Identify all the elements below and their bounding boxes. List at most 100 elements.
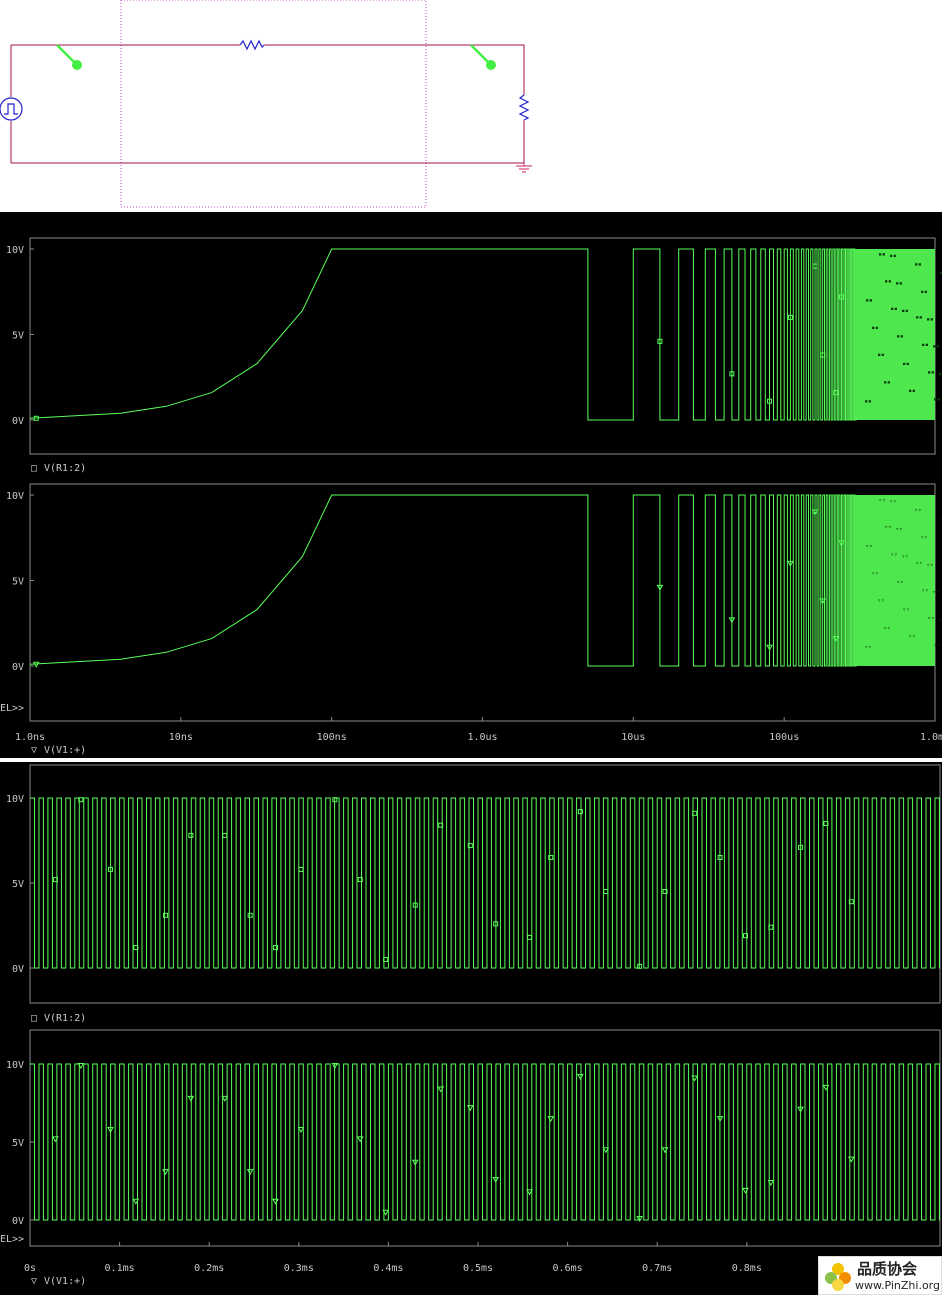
y-tick-label: 10V [6,1060,24,1071]
x-tick-label: 0.7ms [642,1263,672,1274]
trace-marker [78,797,84,803]
trace-marker [657,338,663,344]
x-tick-label: 0.1ms [105,1263,135,1274]
trace-marker: ▿▿ [921,587,928,594]
y-tick-label: 0V [12,662,24,673]
trace-marker [833,390,839,396]
watermark-logo: 品质协会 www.PinZhi.org [818,1256,942,1295]
trace-marker [527,934,533,940]
trace-marker: ▪▪ [932,343,939,350]
trace-marker [77,1063,85,1070]
trace-marker: ▿▿ [939,516,942,523]
voltage-probe-icon[interactable] [470,44,496,70]
trace-marker [728,617,736,624]
trace-marker [822,1084,830,1091]
plot-panel-top[interactable]: 0V 5V 10V ▪▪ ▪▪ ▪ ▪ ▪▪ ▪▪ ▪▪ ▪▪ ▪▪ ▪▪ ▪▪ ▪▪ ▪▪ ▪▪ ▪▪ ▪▪ ▪▪ ▪… [6,237,942,455]
trace-marker: ▿▿ [865,543,872,550]
resistor-icon[interactable] [518,94,530,121]
trace-marker: ▿▿ [864,644,871,651]
trace-marker [787,314,793,320]
trace-marker: ▿▿ [896,579,903,586]
trace-marker: ▪▪ [915,314,922,321]
trace-marker: ▿▿ [927,615,934,622]
trace-marker: ▪▪ [920,288,927,295]
voltage-probe-icon[interactable] [56,44,82,70]
trace-marker [107,1127,114,1134]
x-tick-label: 100ns [317,732,347,743]
x-tick-label: 0.3ms [284,1263,314,1274]
x-axis: 0s 0.1ms 0.2ms 0.3ms 0.4ms 0.5ms 0.6ms 0.7ms 0.8… [24,1242,762,1274]
trace-marker: ▪▪ [933,396,940,403]
plot-panel-top[interactable]: 0V 5V 10V [6,764,941,1004]
trace-marker [107,866,113,872]
trace-marker: ▿▿ [877,598,884,605]
trace-marker [838,540,845,547]
trace-marker: ▿▿ [890,552,897,559]
trace-marker: ▿▿ [883,625,890,632]
trace-marker: ▿▿ [933,642,940,649]
trace-marker [819,598,827,605]
legend-label: V(V1:+) [44,1276,86,1287]
trace-marker: ▪▪ [884,278,891,285]
trace-marker [466,1105,474,1112]
trace-marker [691,1075,699,1082]
trace-marker: ▪▪ [878,251,885,258]
trace-marker: ▪▪ [896,333,903,340]
legend-label: V(R1:2) [44,1013,86,1024]
trace-v-v1- [29,494,857,667]
trace-marker [467,843,473,849]
watermark-title: 品质协会 [857,1260,918,1278]
trace-marker [298,866,304,872]
trace-marker [812,263,818,269]
x-tick-label: 0s [24,1263,36,1274]
trace-marker [602,1147,610,1154]
trace-marker [742,1187,749,1194]
trace-marker [526,1189,533,1196]
trace-marker [52,1136,59,1143]
trace-marker: ▿▿ [895,526,902,533]
trace-dense-fill [856,249,935,420]
trace-marker: ▿▿ [884,524,891,531]
trace-marker: ▪▪ [864,398,871,405]
y-tick-label: 0V [12,416,24,427]
trace-marker: ▿▿ [902,606,909,613]
trace-marker [438,822,444,828]
plot-panel-bottom[interactable]: 0V 5V 10V ▿▿ ▿▿ ▿ ▿ ▿▿ ▿▿ ▿▿ ▿▿ ▿▿ ▿▿ ▿▿ ▿▿ ▿▿ ▿▿ ▿▿ ▿▿ ▿▿ ▿… [6,483,942,722]
trace-marker [162,1169,169,1176]
trace-marker: ▪▪ [871,324,878,331]
trace-marker [832,636,840,643]
trace-marker [187,1095,195,1102]
trace-marker [787,560,794,567]
trace-marker [848,899,854,905]
trace-marker: ▪▪ [939,270,942,277]
probe-window-log[interactable]: 0V 5V 10V ▪▪ ▪▪ ▪ ▪ ▪▪ ▪▪ ▪▪ ▪▪ ▪▪ ▪▪ ▪▪ ▪▪ ▪▪ ▪▪ ▪▪ ▪▪ ▪▪ ▪… [0,212,942,758]
trace-marker [332,797,338,803]
trace-marker [273,945,279,951]
trace-v-v1- [30,1063,940,1221]
x-tick-label: 100us [769,732,799,743]
trace-marker [411,1159,419,1166]
x-axis-prefix: EL>> [0,703,24,714]
plot-panel-bottom[interactable]: 0V 5V 10V [6,1029,941,1247]
trace-marker [162,912,168,918]
trace-marker [492,1176,500,1183]
circuit-wires [10,44,525,164]
trace-marker [716,1116,724,1123]
y-tick-label: 5V [12,1138,24,1149]
trace-marker [767,1180,775,1187]
resistor-icon[interactable] [239,39,265,51]
x-tick-label: 10ns [169,732,193,743]
trace-marker [383,957,389,962]
trace-marker [839,294,845,300]
trace-marker [547,1116,555,1123]
trace-marker: ▪▪ [914,261,921,268]
pulse-source-icon[interactable] [0,97,23,121]
trace-marker [33,415,39,421]
trace-marker [382,1209,389,1216]
probe-window-linear[interactable]: 0V 5V 10V 0V 5V 10V 0s 0.1ms 0.2ms 0.3ms 0.4ms 0.… [0,762,942,1295]
trace-marker [222,832,228,838]
trace-marker [692,810,698,816]
watermark-url: www.PinZhi.org [855,1279,940,1292]
plot-frame [29,764,941,1004]
trace-marker [662,889,668,894]
